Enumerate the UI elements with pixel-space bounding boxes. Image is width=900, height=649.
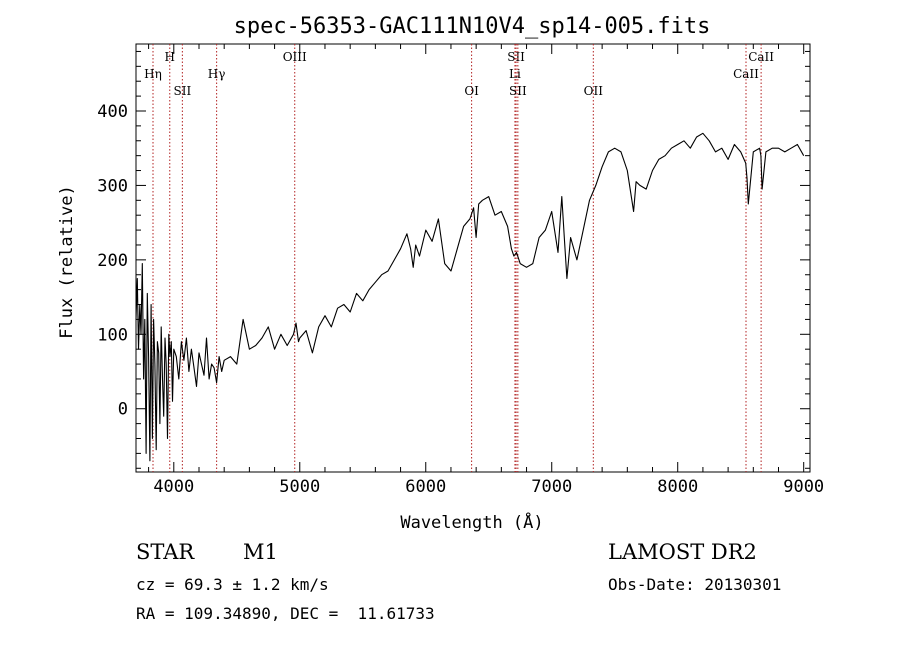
redshift-text: cz = 69.3 ± 1.2 km/s [136, 575, 329, 594]
plot-frame [135, 43, 811, 473]
line-marker-label: SII [507, 50, 525, 64]
y-tick-label: 100 [97, 325, 128, 345]
x-tick-label: 8000 [657, 477, 698, 497]
line-marker-label: Hγ [208, 67, 226, 81]
x-tick-label: 9000 [783, 477, 824, 497]
obs-date-text: Obs-Date: 20130301 [608, 575, 782, 594]
survey-name: LAMOST DR2 [608, 540, 757, 564]
chart-title: spec-56353-GAC111N10V4_sp14-005.fits [234, 14, 711, 39]
y-tick-label: 300 [97, 176, 128, 196]
object-subclass: M1 [243, 540, 278, 564]
y-tick-label: 400 [97, 102, 128, 122]
plot-area: 4000 5000 6000 7000 8000 90000100200300400HηH… [97, 43, 824, 497]
line-marker-label: SII [174, 84, 192, 98]
object-class: STAR [136, 540, 195, 564]
coordinates-text: RA = 109.34890, DEC = 11.61733 [136, 604, 435, 623]
line-marker-label: Hη [144, 67, 162, 81]
line-marker-label: H [165, 50, 175, 64]
y-tick-label: 0 [118, 400, 128, 420]
x-axis-label: Wavelength (Å) [400, 511, 543, 533]
line-marker-label: OII [584, 84, 604, 98]
y-axis-label: Flux (relative) [57, 185, 77, 339]
line-marker-label: OI [464, 84, 479, 98]
y-tick-label: 200 [97, 251, 128, 271]
x-tick-label: 6000 [405, 477, 446, 497]
spectrum-line [135, 132, 805, 462]
x-tick-label: 4000 [153, 477, 194, 497]
line-marker-label: CaII [733, 67, 759, 81]
line-marker-label: OIII [283, 50, 307, 64]
line-marker-label: Li [509, 67, 521, 81]
x-tick-label: 7000 [531, 477, 572, 497]
x-tick-label: 5000 [279, 477, 320, 497]
line-marker-label: SII [509, 84, 527, 98]
line-marker-label: CaII [748, 50, 774, 64]
